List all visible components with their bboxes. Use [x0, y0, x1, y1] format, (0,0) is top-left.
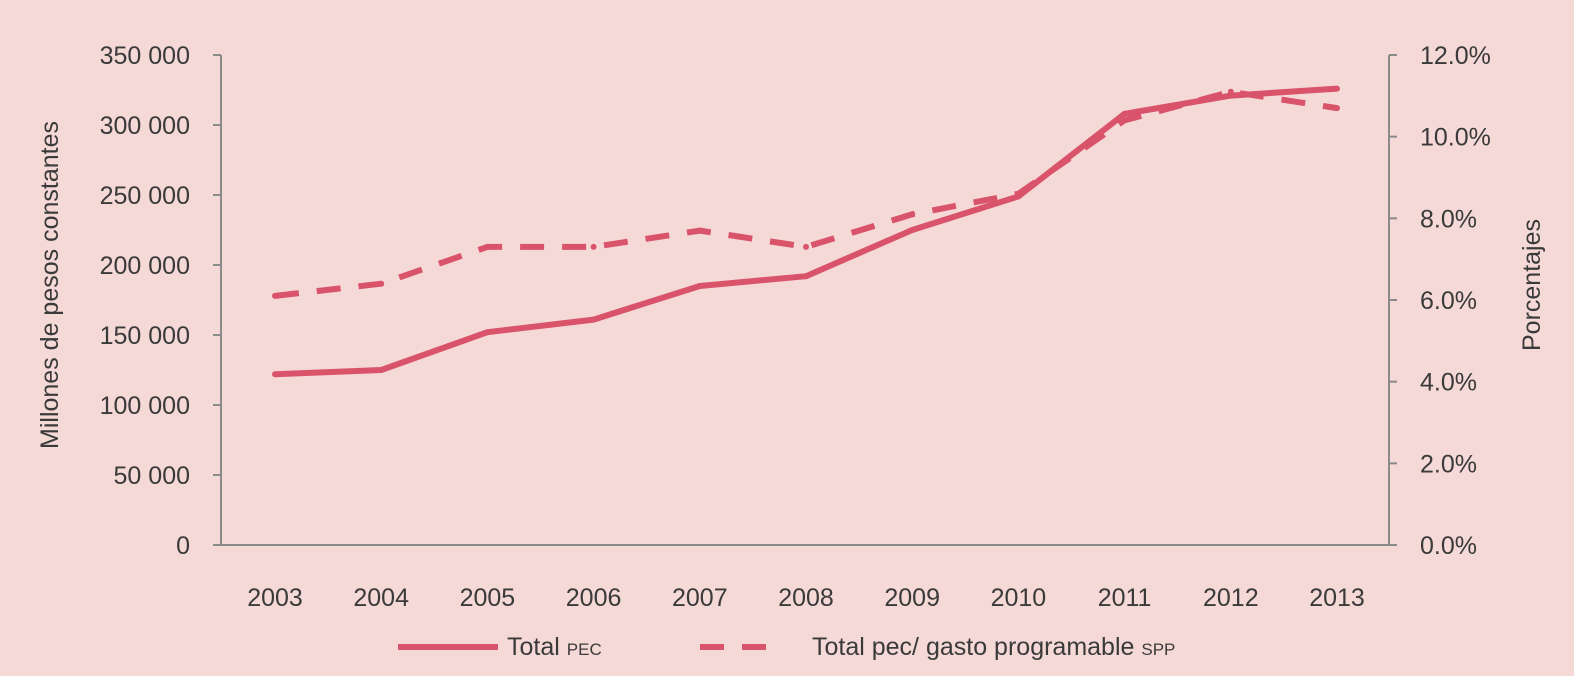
x-tick-label: 2008: [778, 584, 834, 612]
y-tick-label: 150 000: [100, 322, 190, 350]
series-layer: [272, 85, 1340, 378]
data-point: [909, 227, 916, 233]
x-tick-label: 2013: [1309, 584, 1365, 612]
x-tick-label: 2004: [353, 584, 409, 612]
data-point: [1227, 88, 1234, 95]
y2-axis-ticks: 0.0% 2.0% 4.0% 6.0% 8.0% 10.0% 12.0%: [1389, 42, 1491, 560]
data-point: [696, 283, 703, 289]
data-point: [909, 211, 916, 218]
series-line-total-pec-gasto: [274, 88, 1338, 299]
data-point: [1121, 110, 1128, 117]
y-tick-label: 0: [176, 532, 190, 560]
series-line-total-pec: [274, 85, 1338, 378]
x-tick-label: 2006: [566, 584, 622, 612]
x-tick-label: 2007: [672, 584, 728, 612]
legend-label-total-pec: Total PEC: [507, 633, 602, 661]
data-point: [484, 243, 491, 250]
y2-tick-label: 0.0%: [1420, 532, 1477, 560]
data-point: [484, 329, 491, 336]
y-tick-label: 300 000: [100, 112, 190, 140]
legend: Total PEC Total pec/ gasto programable S…: [398, 633, 1175, 661]
y2-tick-label: 6.0%: [1420, 287, 1477, 315]
x-tick-label: 2011: [1098, 584, 1152, 612]
data-point: [378, 367, 385, 373]
x-tick-label: 2012: [1203, 584, 1259, 612]
y-tick-label: 350 000: [100, 42, 190, 70]
y2-tick-label: 8.0%: [1420, 205, 1477, 233]
x-tick-label: 2005: [460, 584, 516, 612]
data-point: [1121, 117, 1128, 124]
y2-axis-title: Porcentajes: [1518, 219, 1546, 351]
x-tick-label: 2009: [884, 584, 940, 612]
y2-tick-label: 4.0%: [1420, 369, 1477, 397]
data-point: [378, 280, 385, 287]
y-tick-label: 50 000: [114, 462, 190, 490]
x-tick-label: 2003: [247, 584, 303, 612]
data-point: [272, 292, 278, 299]
data-point: [590, 243, 597, 250]
legend-label-total-pec-gasto: Total pec/ gasto programable SPP: [812, 633, 1175, 661]
y-tick-label: 250 000: [100, 182, 190, 210]
x-tick-label: 2010: [991, 584, 1047, 612]
x-axis-ticks: 2003 2004 2005 2006 2007 2008 2009 2010 2011 2012…: [247, 584, 1365, 612]
y-tick-label: 100 000: [100, 392, 190, 420]
data-point: [696, 227, 703, 234]
data-point: [1334, 85, 1340, 92]
data-point: [1015, 190, 1022, 197]
y2-tick-label: 2.0%: [1420, 450, 1477, 478]
legend-item-total-pec[interactable]: Total PEC: [398, 633, 602, 661]
data-point: [590, 316, 597, 323]
y2-tick-label: 10.0%: [1420, 124, 1491, 152]
y2-tick-label: 12.0%: [1420, 42, 1491, 70]
y-axis-title: Millones de pesos constantes: [36, 121, 64, 449]
legend-item-total-pec-gasto[interactable]: Total pec/ gasto programable SPP: [700, 633, 1175, 661]
data-point: [1334, 105, 1340, 112]
data-point: [803, 243, 809, 250]
data-point: [272, 371, 278, 378]
y-axis-ticks: 0 50 000 100 000 150 000 200 000 250 000 300 0…: [100, 42, 221, 560]
y-tick-label: 200 000: [100, 252, 190, 280]
data-point: [803, 273, 809, 280]
